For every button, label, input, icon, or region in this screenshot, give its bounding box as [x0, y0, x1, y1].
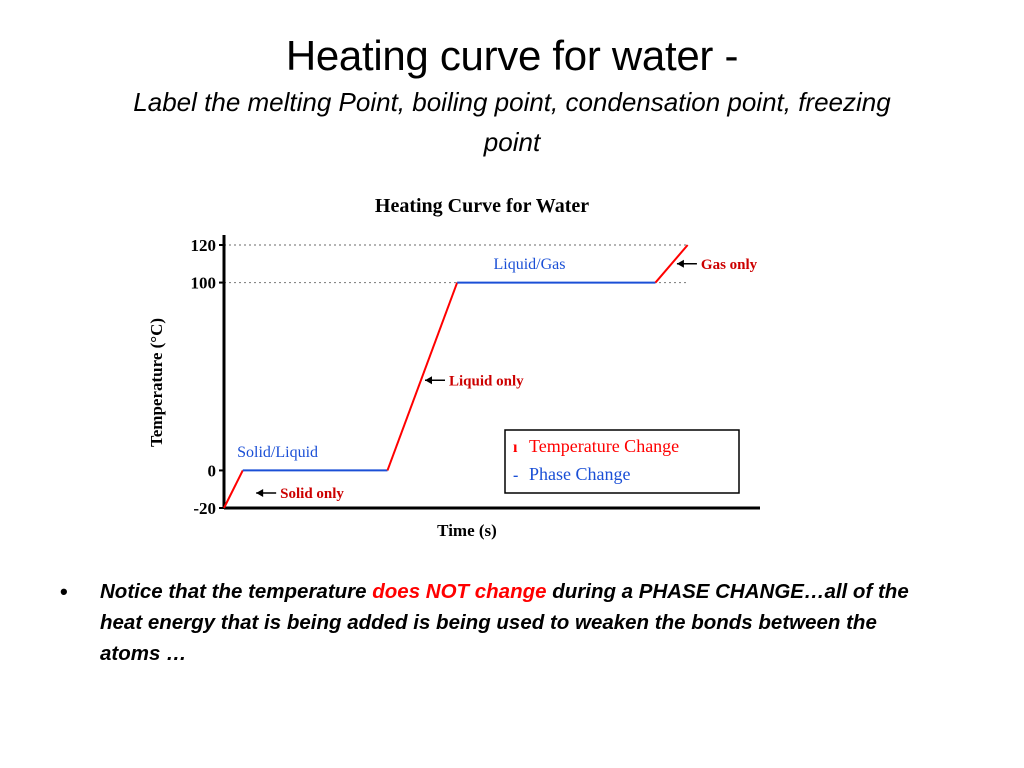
- y-tick-label: 100: [191, 274, 217, 293]
- segment-label: Liquid/Gas: [494, 256, 566, 273]
- slide-title: Heating curve for water - Label the melt…: [40, 30, 984, 162]
- x-axis-label: Time (s): [437, 521, 497, 540]
- bullet-text-before: Notice that the temperature: [100, 580, 373, 603]
- segment-label: Solid/Liquid: [237, 444, 318, 461]
- y-tick-labels: 120 100 0 -20: [191, 236, 224, 518]
- bullet-text-after: during a PHASE CHANGE…all of the heat en…: [100, 580, 909, 665]
- chart-axes: [222, 235, 760, 510]
- segment-label: Solid only: [280, 486, 344, 502]
- temperature-change-segment: [223, 469, 244, 509]
- chart-title: Heating Curve for Water: [375, 195, 589, 217]
- segment-label: Liquid only: [449, 373, 524, 389]
- y-tick-label: -20: [193, 499, 216, 518]
- legend-marker: -: [513, 467, 518, 484]
- y-tick-label: 120: [191, 236, 217, 255]
- segment-labels: Solid/Liquid Liquid/Gas Solid only Liquid o…: [237, 256, 758, 502]
- segment-label: Gas only: [701, 257, 758, 273]
- label-arrow-head: [425, 376, 432, 385]
- temperature-change-segment: [654, 244, 689, 284]
- y-axis-label: Temperature (°C): [147, 318, 166, 447]
- legend-label: Phase Change: [529, 464, 630, 484]
- temperature-change-segment: [386, 282, 459, 471]
- bullet-text: Notice that the temperature does NOT cha…: [100, 576, 920, 669]
- slide-title-main: Heating curve for water -: [285, 32, 739, 79]
- legend-label: Temperature Change: [529, 436, 679, 456]
- legend-marker: ı: [513, 439, 518, 456]
- legend-box: [504, 429, 740, 494]
- slide-subtitle: Label the melting Point, boiling point, …: [133, 87, 891, 157]
- label-arrow-head: [256, 488, 264, 497]
- label-arrow-head: [676, 259, 684, 268]
- bullet-marker: •: [60, 579, 68, 604]
- y-tick-label: 0: [208, 461, 217, 480]
- bullet-emphasis: does NOT change: [372, 580, 547, 603]
- curve-segments: [223, 244, 689, 509]
- chart-legend: ı Temperature Change- Phase Change: [504, 429, 740, 494]
- heating-curve-chart: Heating Curve for Water 120 100 0 -20 Tempe…: [147, 195, 760, 540]
- reference-lines: [224, 244, 688, 284]
